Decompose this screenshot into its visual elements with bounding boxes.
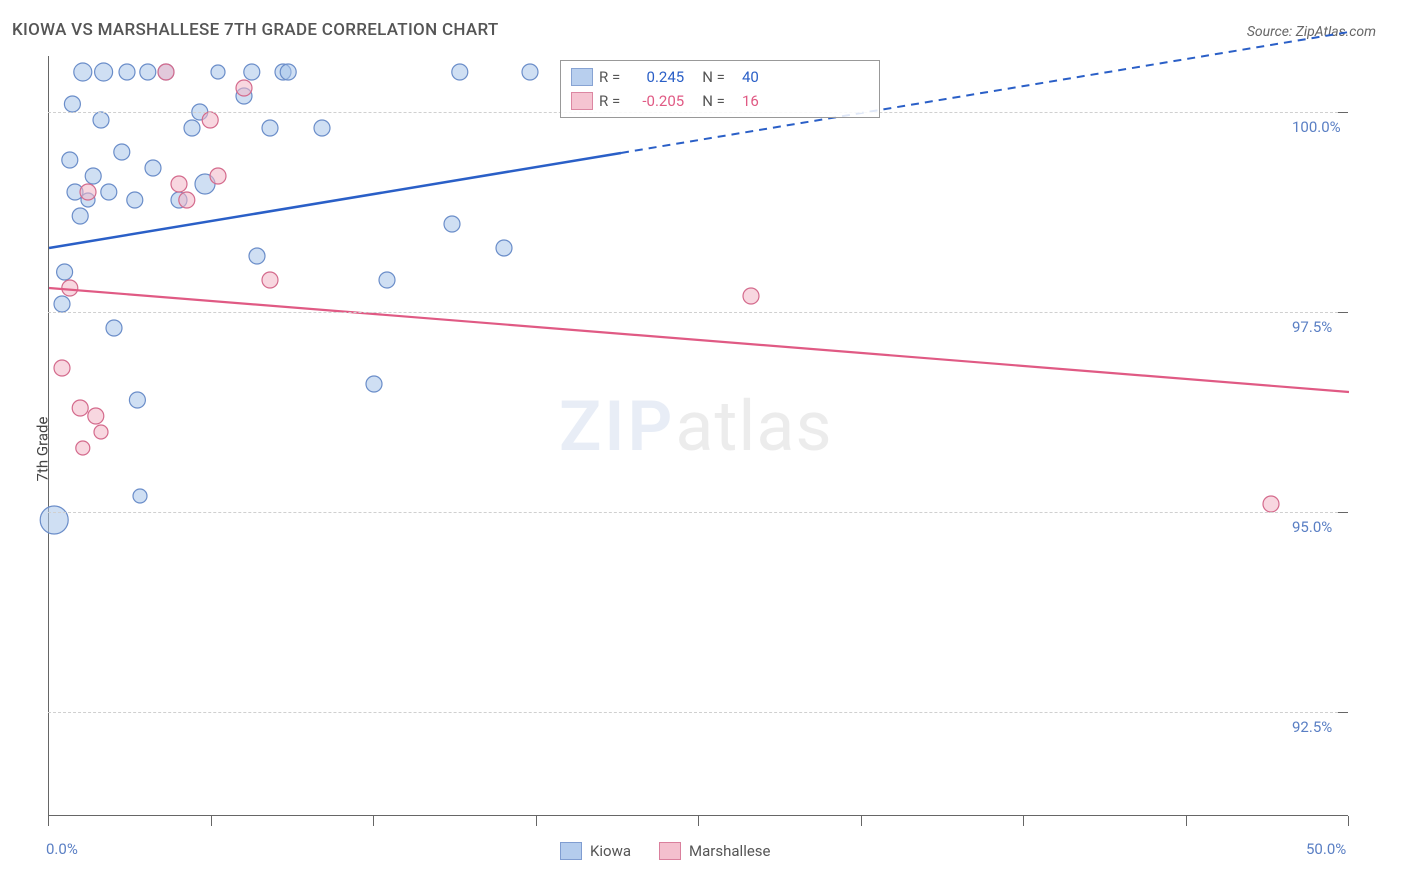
data-point bbox=[64, 96, 80, 112]
legend-swatch bbox=[571, 92, 593, 110]
data-point bbox=[171, 176, 187, 192]
data-point bbox=[314, 120, 330, 136]
y-tick-label: 97.5% bbox=[1292, 318, 1332, 336]
legend-n-value: 16 bbox=[731, 92, 759, 110]
chart-container: KIOWA VS MARSHALLESE 7TH GRADE CORRELATI… bbox=[0, 0, 1406, 892]
legend-swatch bbox=[571, 68, 593, 86]
data-point bbox=[119, 64, 135, 80]
trend-line bbox=[49, 288, 1349, 392]
data-point bbox=[93, 112, 109, 128]
data-point bbox=[80, 184, 96, 200]
data-point bbox=[379, 272, 395, 288]
x-tick-label: 50.0% bbox=[1306, 840, 1346, 858]
data-point bbox=[236, 80, 252, 96]
legend-r-value: 0.245 bbox=[626, 68, 684, 86]
data-point bbox=[88, 408, 104, 424]
data-point bbox=[1263, 496, 1279, 512]
plot-area: ZIPatlas bbox=[48, 56, 1348, 816]
data-point bbox=[54, 360, 70, 376]
legend-stats: R = 0.245 N = 40 R = -0.205 N = 16 bbox=[560, 60, 880, 118]
y-tick bbox=[1338, 312, 1348, 313]
legend-series: Kiowa Marshallese bbox=[560, 842, 771, 860]
data-point bbox=[57, 264, 73, 280]
legend-n-label: N = bbox=[702, 92, 725, 110]
data-point bbox=[72, 208, 88, 224]
legend-r-label: R = bbox=[599, 92, 620, 110]
data-point bbox=[94, 425, 108, 439]
data-point bbox=[40, 506, 68, 534]
data-point bbox=[249, 248, 265, 264]
data-point bbox=[85, 168, 101, 184]
data-point bbox=[522, 64, 538, 80]
legend-n-value: 40 bbox=[731, 68, 759, 86]
legend-r-label: R = bbox=[599, 68, 620, 86]
data-point bbox=[101, 184, 117, 200]
data-point bbox=[106, 320, 122, 336]
legend-series-item: Marshallese bbox=[659, 842, 770, 860]
data-point bbox=[202, 112, 218, 128]
x-tick bbox=[1186, 816, 1187, 826]
data-point bbox=[743, 288, 759, 304]
data-point bbox=[140, 64, 156, 80]
data-point bbox=[145, 160, 161, 176]
data-point bbox=[129, 392, 145, 408]
x-tick-label: 0.0% bbox=[46, 840, 78, 858]
legend-series-label: Kiowa bbox=[590, 842, 631, 860]
data-point bbox=[133, 489, 147, 503]
legend-series-item: Kiowa bbox=[560, 842, 631, 860]
legend-stat-row: R = -0.205 N = 16 bbox=[571, 89, 869, 113]
chart-title: KIOWA VS MARSHALLESE 7TH GRADE CORRELATI… bbox=[12, 20, 499, 40]
data-point bbox=[158, 64, 174, 80]
data-point bbox=[280, 64, 296, 80]
data-point bbox=[54, 296, 70, 312]
y-tick bbox=[1338, 112, 1348, 113]
legend-swatch bbox=[659, 842, 681, 860]
x-tick bbox=[698, 816, 699, 826]
x-tick bbox=[861, 816, 862, 826]
data-point bbox=[262, 120, 278, 136]
data-point bbox=[211, 65, 225, 79]
data-point bbox=[74, 63, 92, 81]
y-tick-label: 100.0% bbox=[1292, 118, 1341, 136]
legend-swatch bbox=[560, 842, 582, 860]
data-point bbox=[62, 152, 78, 168]
gridline bbox=[48, 712, 1348, 713]
legend-stat-row: R = 0.245 N = 40 bbox=[571, 65, 869, 89]
legend-n-label: N = bbox=[702, 68, 725, 86]
data-point bbox=[366, 376, 382, 392]
data-point bbox=[127, 192, 143, 208]
legend-series-label: Marshallese bbox=[689, 842, 770, 860]
data-point bbox=[114, 144, 130, 160]
source-label: Source: ZipAtlas.com bbox=[1247, 24, 1376, 40]
y-tick-label: 95.0% bbox=[1292, 518, 1332, 536]
x-tick bbox=[373, 816, 374, 826]
x-tick bbox=[1023, 816, 1024, 826]
data-point bbox=[184, 120, 200, 136]
y-tick bbox=[1338, 712, 1348, 713]
data-point bbox=[452, 64, 468, 80]
x-tick bbox=[48, 816, 49, 826]
gridline bbox=[48, 312, 1348, 313]
data-point bbox=[62, 280, 78, 296]
data-point bbox=[496, 240, 512, 256]
data-point bbox=[244, 64, 260, 80]
plot-svg bbox=[49, 56, 1349, 816]
y-tick-label: 92.5% bbox=[1292, 718, 1332, 736]
data-point bbox=[72, 400, 88, 416]
x-tick bbox=[1348, 816, 1349, 826]
data-point bbox=[444, 216, 460, 232]
x-tick bbox=[536, 816, 537, 826]
data-point bbox=[95, 63, 113, 81]
data-point bbox=[76, 441, 90, 455]
y-tick bbox=[1338, 512, 1348, 513]
x-tick bbox=[211, 816, 212, 826]
data-point bbox=[262, 272, 278, 288]
data-point bbox=[210, 168, 226, 184]
gridline bbox=[48, 512, 1348, 513]
legend-r-value: -0.205 bbox=[626, 92, 684, 110]
data-point bbox=[179, 192, 195, 208]
